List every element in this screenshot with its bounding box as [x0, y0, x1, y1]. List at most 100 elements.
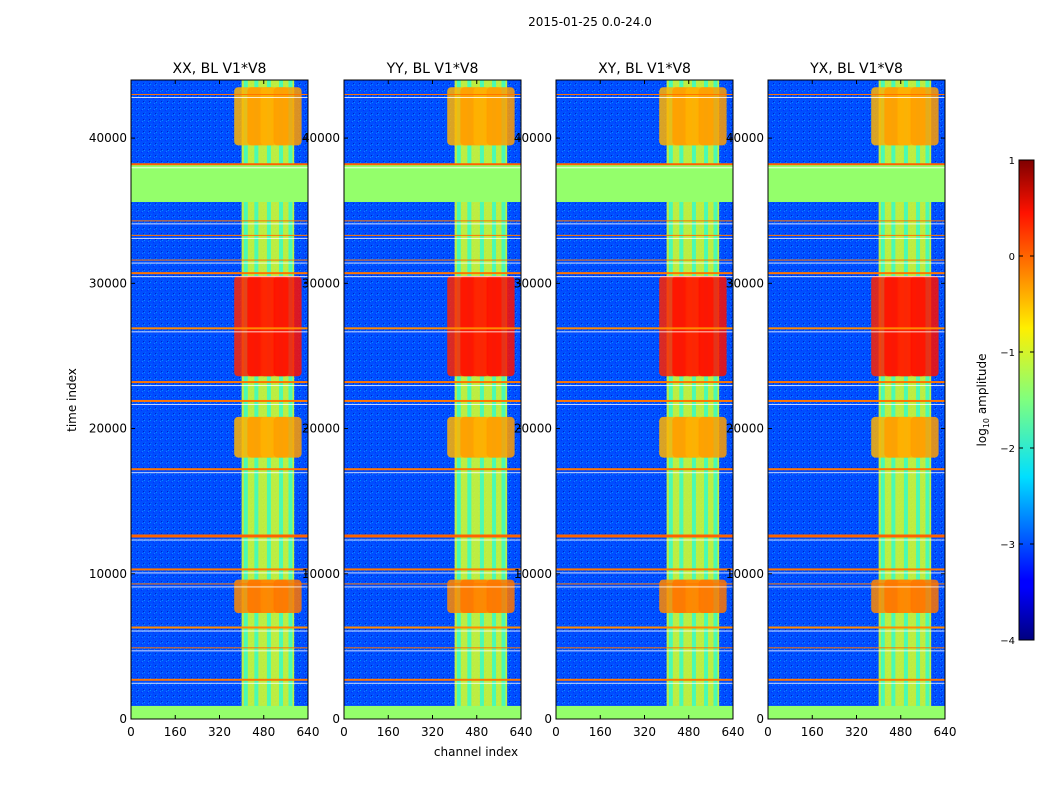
flag-line: [131, 94, 308, 96]
x-tick-label: 160: [377, 725, 400, 739]
band-stripe: [668, 80, 673, 719]
flagged-block: [131, 164, 308, 202]
flag-line: [344, 534, 521, 538]
flag-line: [344, 94, 521, 96]
hot-region: [698, 579, 727, 613]
band-stripe: [254, 80, 259, 719]
figure-suptitle: 2015-01-25 0.0-24.0: [528, 15, 652, 29]
colorbar-tick-label: −1: [1000, 348, 1015, 359]
flag-line-highlight: [344, 237, 521, 239]
hot-region: [486, 276, 515, 377]
flag-line-highlight: [768, 539, 945, 541]
flag-line-highlight: [344, 630, 521, 632]
y-tick-label: 10000: [726, 567, 764, 581]
band-stripe: [704, 80, 709, 719]
panel-3: XY, BL V1*V8 0 160 320 480 640 0 10000 20000 3000…: [514, 61, 745, 739]
x-tick-label: 320: [845, 725, 868, 739]
flag-line-highlight: [131, 276, 308, 278]
band-stripe: [691, 80, 696, 719]
flag-line-highlight: [344, 276, 521, 278]
band-stripe: [456, 80, 461, 719]
flag-line: [344, 234, 521, 236]
colorbar: 1 0 −1 −2 −3 −4 log10 amplitude: [975, 156, 1035, 647]
flag-line: [556, 381, 733, 384]
panel-1: XX, BL V1*V8 0 160 320 480 640 0 10000 20000 3000…: [89, 61, 320, 739]
panel-2: YY, BL V1*V8 0 160 320 480 640 0 10000 20000 3000…: [302, 61, 533, 739]
y-tick-label: 40000: [302, 131, 340, 145]
flag-line-highlight: [344, 682, 521, 684]
hot-region: [273, 276, 302, 377]
flag-line: [131, 272, 308, 275]
flag-line-highlight: [344, 385, 521, 387]
flag-line-highlight: [768, 630, 945, 632]
flag-line: [556, 163, 733, 166]
band-stripe: [288, 80, 293, 719]
flag-line: [768, 399, 945, 402]
flag-line: [768, 327, 945, 330]
flag-line-highlight: [768, 223, 945, 225]
y-tick-label: 20000: [89, 422, 127, 436]
x-tick-label: 0: [764, 725, 772, 739]
flag-line-highlight: [344, 539, 521, 541]
flag-line-highlight: [556, 167, 733, 169]
band-stripe: [492, 80, 497, 719]
band-stripe: [713, 80, 718, 719]
y-tick-label: 40000: [89, 131, 127, 145]
flag-line: [768, 234, 945, 236]
flag-line-highlight: [131, 167, 308, 169]
flag-line-highlight: [131, 97, 308, 99]
flag-line: [344, 272, 521, 275]
x-tick-label: 320: [208, 725, 231, 739]
flag-line: [344, 399, 521, 402]
flag-line-highlight: [131, 650, 308, 652]
flag-line-highlight: [344, 472, 521, 474]
flag-line: [131, 163, 308, 166]
x-tick-label: 480: [465, 725, 488, 739]
x-tick-label: 160: [164, 725, 187, 739]
x-tick-label: 640: [297, 725, 320, 739]
x-tick-label: 320: [421, 725, 444, 739]
flag-line: [131, 468, 308, 471]
hot-region: [698, 416, 727, 458]
flag-line-highlight: [768, 385, 945, 387]
flag-line-highlight: [556, 262, 733, 264]
colorbar-tick-label: −2: [1000, 444, 1015, 455]
flag-line-highlight: [556, 650, 733, 652]
hot-region: [910, 579, 939, 613]
flag-line: [768, 626, 945, 629]
flag-line: [131, 678, 308, 681]
hot-region: [698, 87, 727, 146]
x-tick-label: 320: [633, 725, 656, 739]
x-tick-label: 480: [677, 725, 700, 739]
band-stripe: [903, 80, 908, 719]
band-stripe: [501, 80, 506, 719]
flag-line: [344, 468, 521, 471]
band-stripe: [880, 80, 885, 719]
x-tick-label: 640: [722, 725, 745, 739]
flag-line: [768, 534, 945, 538]
flag-line-highlight: [131, 331, 308, 333]
flag-line-highlight: [131, 262, 308, 264]
flag-line: [131, 259, 308, 261]
flag-line-highlight: [131, 472, 308, 474]
flag-line: [768, 381, 945, 384]
flag-line-highlight: [768, 682, 945, 684]
flag-line: [768, 583, 945, 585]
flag-line-highlight: [344, 650, 521, 652]
flag-line: [556, 220, 733, 222]
x-tick-label: 0: [127, 725, 135, 739]
flag-line: [768, 259, 945, 261]
flag-line-highlight: [768, 97, 945, 99]
flag-line: [556, 234, 733, 236]
flag-line: [344, 381, 521, 384]
flag-line: [131, 583, 308, 585]
flag-line-highlight: [344, 331, 521, 333]
band-stripe: [679, 80, 684, 719]
flag-line: [131, 399, 308, 402]
flag-line: [556, 568, 733, 571]
flag-line-highlight: [344, 586, 521, 588]
panel-title: YX, BL V1*V8: [809, 61, 903, 77]
flag-line: [344, 163, 521, 166]
flag-line: [556, 534, 733, 538]
flag-line: [556, 259, 733, 261]
